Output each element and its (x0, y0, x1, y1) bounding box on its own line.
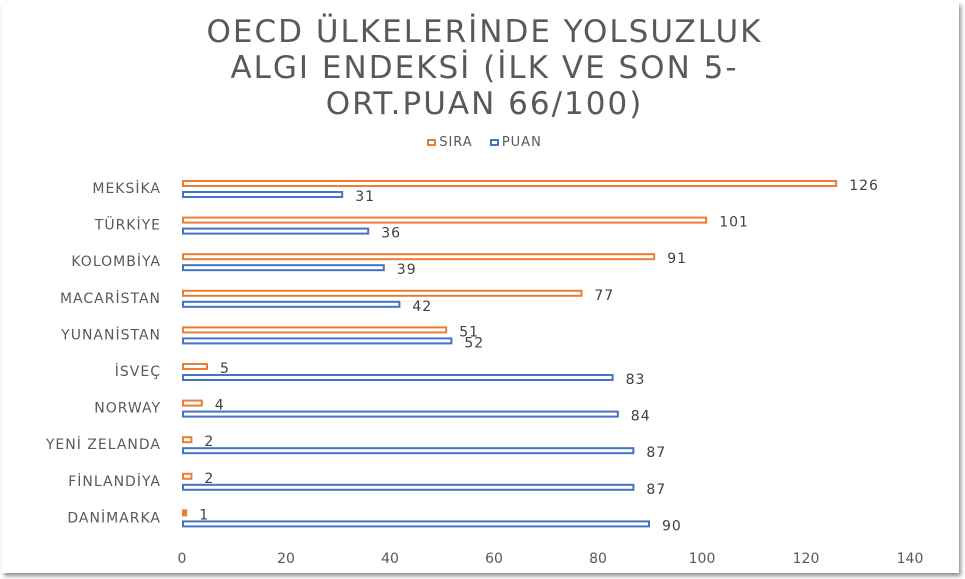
legend-swatch-puan (489, 139, 499, 146)
data-label-puan-cat-4: 52 (464, 335, 484, 351)
bar-puan-cat-8 (182, 483, 635, 491)
category-label-cat-4: YUNANİSTAN (60, 325, 161, 343)
legend-label-puan: PUAN (501, 135, 542, 150)
chart-title-line-3: ORT.PUAN 66/100) (325, 86, 644, 122)
legend-swatch-sira (427, 139, 437, 146)
x-tick-label-1: 20 (277, 551, 295, 567)
category-label-cat-0: MEKSİKA (92, 179, 161, 197)
chart-legend: SIRA PUAN (2, 135, 965, 150)
plot-area: MEKSİKA 126 31 TÜRKİYE 101 36 KOLOMBİYA 91 39 MAC… (45, 178, 924, 567)
x-tick-label-2: 40 (381, 551, 399, 567)
bar-sira-cat-8 (182, 472, 193, 480)
bar-sira-cat-0 (182, 180, 838, 187)
data-label-puan-cat-5: 83 (626, 372, 646, 388)
data-label-puan-cat-7: 87 (646, 445, 666, 461)
data-label-sira-cat-3: 77 (594, 288, 614, 304)
chart-title-line-1: OECD ÜLKELERİNDE YOLSUZLUK (206, 14, 763, 50)
bar-sira-cat-3 (182, 289, 583, 297)
legend-item-puan: PUAN (489, 135, 542, 150)
data-label-sira-cat-9: 1 (199, 507, 209, 523)
category-label-cat-7: YENİ ZELANDA (45, 435, 161, 453)
data-label-puan-cat-2: 39 (397, 262, 417, 278)
bar-puan-cat-4 (182, 337, 453, 345)
data-label-puan-cat-8: 87 (646, 482, 666, 498)
bar-puan-cat-1 (182, 227, 370, 235)
category-label-cat-8: FİNLANDİYA (68, 472, 161, 490)
category-label-cat-2: KOLOMBİYA (71, 252, 161, 270)
data-label-sira-cat-0: 126 (849, 178, 879, 194)
bar-sira-cat-4 (182, 326, 448, 334)
data-label-puan-cat-1: 36 (381, 226, 401, 242)
data-label-sira-cat-6: 4 (215, 398, 225, 414)
data-label-sira-cat-1: 101 (719, 215, 749, 231)
category-label-cat-5: İSVEÇ (115, 362, 161, 380)
bar-puan-cat-9 (182, 520, 650, 528)
x-tick-label-7: 140 (897, 551, 924, 567)
category-label-cat-1: TÜRKİYE (94, 216, 161, 234)
legend-label-sira: SIRA (439, 135, 473, 150)
category-label-cat-9: DANİMARKA (67, 508, 161, 526)
bar-puan-cat-7 (182, 447, 635, 455)
chart-frame: OECD ÜLKELERİNDE YOLSUZLUK ALGI ENDEKSİ … (2, 2, 959, 573)
x-tick-label-5: 100 (689, 551, 716, 567)
data-label-sira-cat-7: 2 (204, 434, 214, 450)
data-label-puan-cat-3: 42 (412, 299, 432, 315)
x-tick-label-3: 60 (485, 551, 503, 567)
bar-puan-cat-6 (182, 410, 619, 418)
data-label-sira-cat-8: 2 (204, 471, 214, 487)
bar-sira-cat-2 (182, 253, 656, 261)
data-label-puan-cat-0: 31 (355, 189, 375, 205)
bar-puan-cat-0 (182, 191, 344, 198)
x-tick-label-4: 80 (589, 551, 607, 567)
data-label-puan-cat-6: 84 (631, 409, 651, 425)
bar-puan-cat-2 (182, 264, 385, 272)
bar-sira-cat-1 (182, 216, 708, 224)
data-label-sira-cat-2: 91 (667, 251, 687, 267)
category-label-cat-6: NORWAY (94, 401, 161, 417)
x-tick-label-6: 120 (793, 551, 820, 567)
category-label-cat-3: MACARİSTAN (60, 289, 161, 307)
bar-sira-cat-5 (182, 363, 208, 370)
legend-item-sira: SIRA (427, 135, 473, 150)
data-label-puan-cat-9: 90 (662, 518, 682, 534)
chart-title: OECD ÜLKELERİNDE YOLSUZLUK ALGI ENDEKSİ … (2, 14, 965, 122)
data-label-sira-cat-4: 51 (459, 324, 479, 340)
x-tick-label-0: 0 (178, 551, 187, 567)
data-label-sira-cat-5: 5 (220, 361, 230, 377)
bar-sira-cat-7 (182, 436, 193, 444)
chart-title-line-2: ALGI ENDEKSİ (İLK VE SON 5- (230, 50, 739, 86)
bar-puan-cat-5 (182, 374, 614, 381)
bar-puan-cat-3 (182, 300, 401, 308)
bar-sira-cat-6 (182, 399, 203, 407)
bar-sira-cat-9 (182, 509, 188, 517)
